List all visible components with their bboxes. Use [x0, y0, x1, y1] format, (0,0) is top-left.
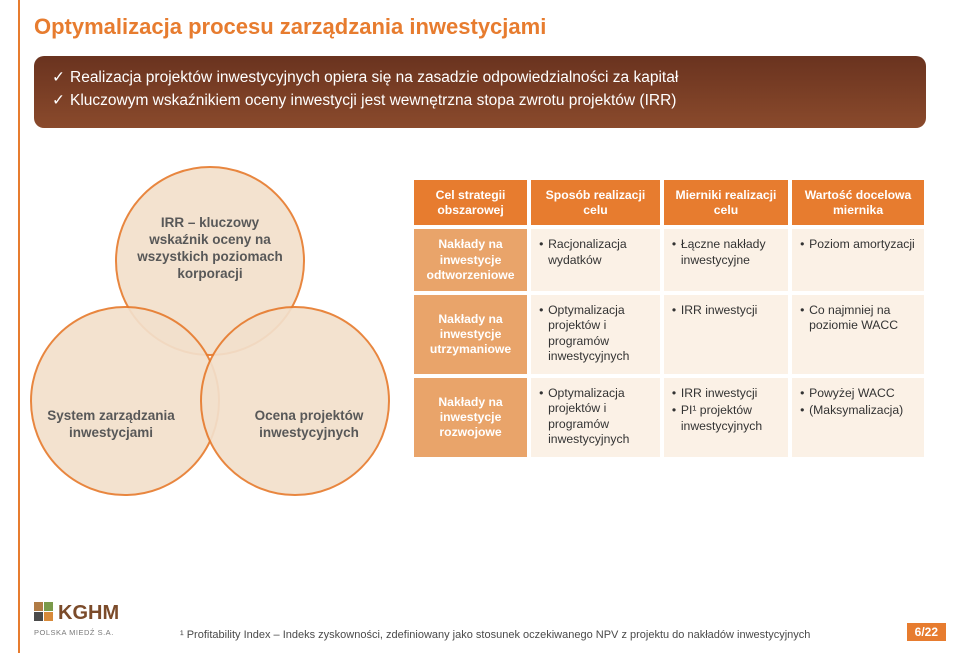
table-cell: Co najmniej na poziomie WACC [792, 295, 924, 374]
table-cell: IRR inwestycji [664, 295, 788, 374]
row-head: Nakłady na inwestycje odtworzeniowe [414, 229, 527, 291]
page-number: 6/22 [907, 623, 946, 641]
table-cell: Powyżej WACC(Maksymalizacja) [792, 378, 924, 457]
table-row: Nakłady na inwestycje utrzymaniowe Optym… [414, 295, 924, 374]
kghm-logo: KGHM POLSKA MIEDŹ S.A. [34, 598, 144, 637]
venn-circle-left: System zarządzania inwestycjami [30, 306, 220, 496]
table-cell: Racjonalizacja wydatków [531, 229, 660, 291]
check-icon: ✓ [52, 68, 70, 89]
col-header: Cel strategii obszarowej [414, 180, 527, 225]
venn-circle-right: Ocena projektów inwestycyjnych [200, 306, 390, 496]
col-header: Sposób realizacji celu [531, 180, 660, 225]
venn-diagram: IRR – kluczowy wskaźnik oceny na wszystk… [30, 166, 380, 496]
check-icon: ✓ [52, 91, 70, 112]
bullet-text: Kluczowym wskaźnikiem oceny inwestycji j… [70, 91, 676, 112]
row-head: Nakłady na inwestycje utrzymaniowe [414, 295, 527, 374]
accent-bar [18, 0, 20, 653]
footnote: ¹ Profitability Index – Indeks zyskownoś… [180, 629, 810, 641]
bullet-text: Realizacja projektów inwestycyjnych opie… [70, 68, 678, 89]
table-cell: IRR inwestycjiPI¹ projektów inwestycyjny… [664, 378, 788, 457]
key-bullets: ✓Realizacja projektów inwestycyjnych opi… [34, 56, 926, 128]
logo-subtitle: POLSKA MIEDŹ S.A. [34, 628, 144, 637]
page-title: Optymalizacja procesu zarządzania inwest… [34, 14, 546, 40]
strategy-table: Cel strategii obszarowej Sposób realizac… [410, 176, 928, 461]
col-header: Mierniki realizacji celu [664, 180, 788, 225]
svg-text:KGHM: KGHM [58, 602, 119, 624]
table-cell: Optymalizacja projektów i programów inwe… [531, 295, 660, 374]
row-head: Nakłady na inwestycje rozwojowe [414, 378, 527, 457]
table-cell: Łączne nakłady inwestycyjne [664, 229, 788, 291]
table-row: Nakłady na inwestycje rozwojowe Optymali… [414, 378, 924, 457]
table-row: Nakłady na inwestycje odtworzeniowe Racj… [414, 229, 924, 291]
table-cell: Optymalizacja projektów i programów inwe… [531, 378, 660, 457]
col-header: Wartość docelowa miernika [792, 180, 924, 225]
table-cell: Poziom amortyzacji [792, 229, 924, 291]
